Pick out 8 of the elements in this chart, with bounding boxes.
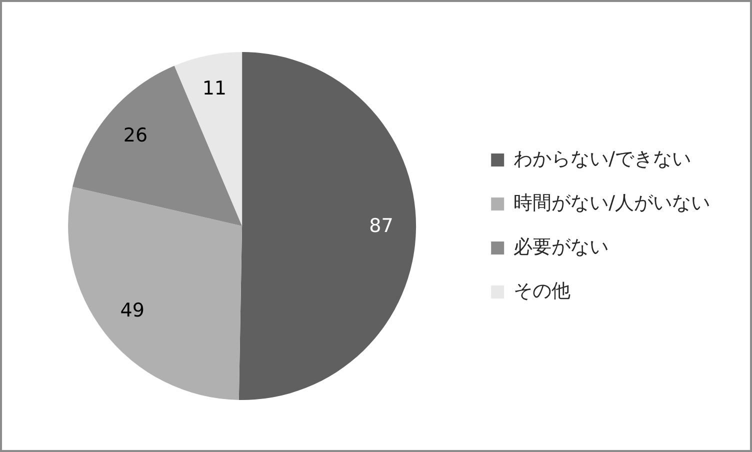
legend-label: わからない/できない <box>514 148 692 170</box>
legend-label: 時間がない/人がいない <box>514 192 710 214</box>
legend-label: 必要がない <box>514 236 609 258</box>
data-label: 11 <box>202 78 227 100</box>
data-label: 26 <box>123 124 148 146</box>
data-label: 87 <box>369 215 394 238</box>
legend-label: その他 <box>514 280 571 302</box>
data-label: 49 <box>120 300 144 322</box>
